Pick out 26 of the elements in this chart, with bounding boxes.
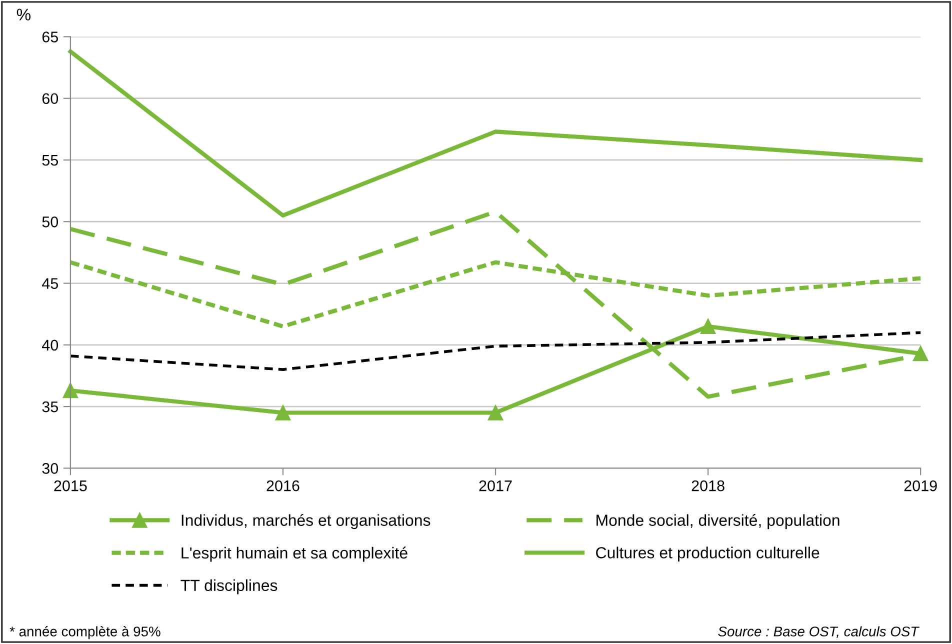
legend-label: Monde social, diversité, population [596,514,840,530]
x-tick-label: 2016 [266,480,300,492]
point [488,405,504,420]
y-axis-title: % [16,8,31,20]
legend-label: Individus, marchés et organisations [182,514,430,530]
point [275,405,291,420]
x-tick-label: 2018 [692,480,724,492]
y-tick-label: 30 [42,463,58,474]
legend-label: TT disciplines [180,579,278,594]
y-tick-label: 65 [42,32,58,42]
y-tick-label: 40 [42,340,58,351]
source-note: Source : Base OST, calculs OST [718,626,920,638]
legend-label: L'esprit humain et sa complexité [182,546,408,562]
legend-label: Cultures et production culturelle [596,546,820,562]
x-tick-label: 2015 [54,480,87,492]
y-tick-label: 50 [42,216,58,228]
point [700,318,716,334]
y-tick-label: 45 [42,278,58,289]
line-series [68,49,923,218]
x-tick-label: 2019 [904,480,937,492]
line-series [69,331,922,371]
y-tick-label: 35 [42,401,58,412]
text: * année complète à 95% [10,626,160,640]
y-tick-label: 55 [42,155,58,166]
x-tick-label: 2017 [479,480,512,492]
y-tick-label: 60 [42,93,58,104]
